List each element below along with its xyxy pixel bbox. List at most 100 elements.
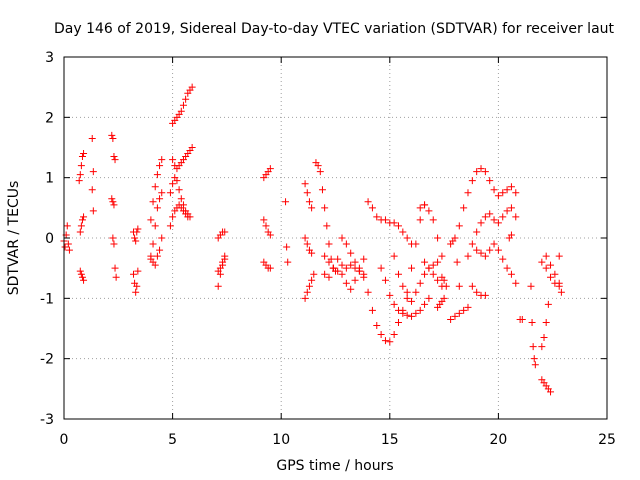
data-point — [386, 338, 394, 346]
x-tick-label: 15 — [381, 432, 399, 448]
data-point — [156, 246, 164, 254]
data-point — [434, 276, 442, 284]
data-point — [77, 162, 85, 170]
series-arc-20 — [214, 228, 229, 242]
data-point — [111, 156, 119, 164]
data-point — [399, 309, 407, 317]
data-markers — [60, 83, 565, 396]
data-point — [373, 321, 381, 329]
data-point — [416, 204, 424, 212]
data-point — [477, 165, 485, 173]
data-point — [266, 231, 274, 239]
series-arc-10 — [130, 225, 142, 245]
data-point — [490, 186, 498, 194]
y-tick-label: -3 — [40, 412, 54, 428]
data-point — [149, 198, 157, 206]
series-arc-45 — [473, 240, 520, 287]
data-point — [78, 216, 86, 224]
data-point — [156, 162, 164, 170]
series-arc-41 — [447, 234, 463, 290]
data-point — [555, 252, 563, 260]
data-point — [486, 210, 494, 218]
grid — [64, 57, 607, 419]
data-point — [507, 270, 515, 278]
data-point — [412, 309, 420, 317]
data-point — [110, 240, 118, 248]
x-tick-label: 5 — [168, 432, 177, 448]
data-point — [460, 306, 468, 314]
data-point — [301, 234, 309, 242]
data-point — [473, 168, 481, 176]
data-point — [507, 231, 515, 239]
data-point — [494, 192, 502, 200]
data-point — [473, 288, 481, 296]
data-point — [305, 282, 313, 290]
data-point — [133, 282, 141, 290]
data-point — [76, 228, 84, 236]
data-point — [473, 228, 481, 236]
data-point — [179, 101, 187, 109]
x-tick-label: 0 — [60, 432, 69, 448]
data-point — [153, 171, 161, 179]
data-point — [494, 246, 502, 254]
data-point — [214, 282, 222, 290]
data-point — [416, 279, 424, 287]
data-point — [540, 334, 548, 342]
data-point — [416, 216, 424, 224]
data-point — [390, 331, 398, 339]
series-arc-18 — [166, 201, 192, 230]
data-point — [342, 264, 350, 272]
data-point — [390, 252, 398, 260]
data-point — [547, 273, 555, 281]
data-point — [78, 153, 86, 161]
data-point — [325, 240, 333, 248]
data-point — [455, 309, 463, 317]
data-point — [329, 264, 337, 272]
data-point — [338, 270, 346, 278]
y-tick-label: -2 — [40, 352, 54, 368]
data-point — [173, 177, 181, 185]
data-point — [373, 213, 381, 221]
data-point — [188, 83, 196, 91]
data-point — [512, 279, 520, 287]
data-point — [403, 294, 411, 302]
data-point — [64, 240, 72, 248]
data-point — [334, 267, 342, 275]
data-point — [158, 234, 166, 242]
series-arc-16 — [169, 144, 196, 173]
data-point — [434, 258, 442, 266]
data-point — [151, 222, 159, 230]
data-point — [169, 180, 177, 188]
data-point — [503, 264, 511, 272]
data-point — [381, 337, 389, 345]
data-point — [77, 222, 85, 230]
data-point — [377, 331, 385, 339]
series-arc-15 — [169, 83, 196, 127]
data-point — [347, 249, 355, 257]
data-point — [338, 234, 346, 242]
data-point — [368, 204, 376, 212]
data-point — [425, 294, 433, 302]
data-point — [538, 343, 546, 351]
y-tick-label: 0 — [45, 231, 54, 247]
data-point — [266, 264, 274, 272]
data-point — [486, 246, 494, 254]
series-arc-49 — [527, 282, 539, 369]
data-point — [455, 222, 463, 230]
data-point — [355, 267, 363, 275]
data-point — [89, 207, 97, 215]
series-arc-48 — [516, 315, 526, 323]
data-point — [153, 252, 161, 260]
y-axis-label: SDTVAR / TECUs — [6, 181, 22, 296]
series-arc-24 — [260, 258, 274, 272]
y-tick-label: 1 — [45, 171, 54, 187]
data-point — [527, 282, 535, 290]
y-tick-label: -1 — [40, 291, 54, 307]
data-point — [503, 207, 511, 215]
x-axis-label: GPS time / hours — [276, 458, 393, 474]
data-point — [477, 219, 485, 227]
series-arc-12 — [147, 156, 166, 224]
data-point — [169, 213, 177, 221]
data-point — [412, 288, 420, 296]
